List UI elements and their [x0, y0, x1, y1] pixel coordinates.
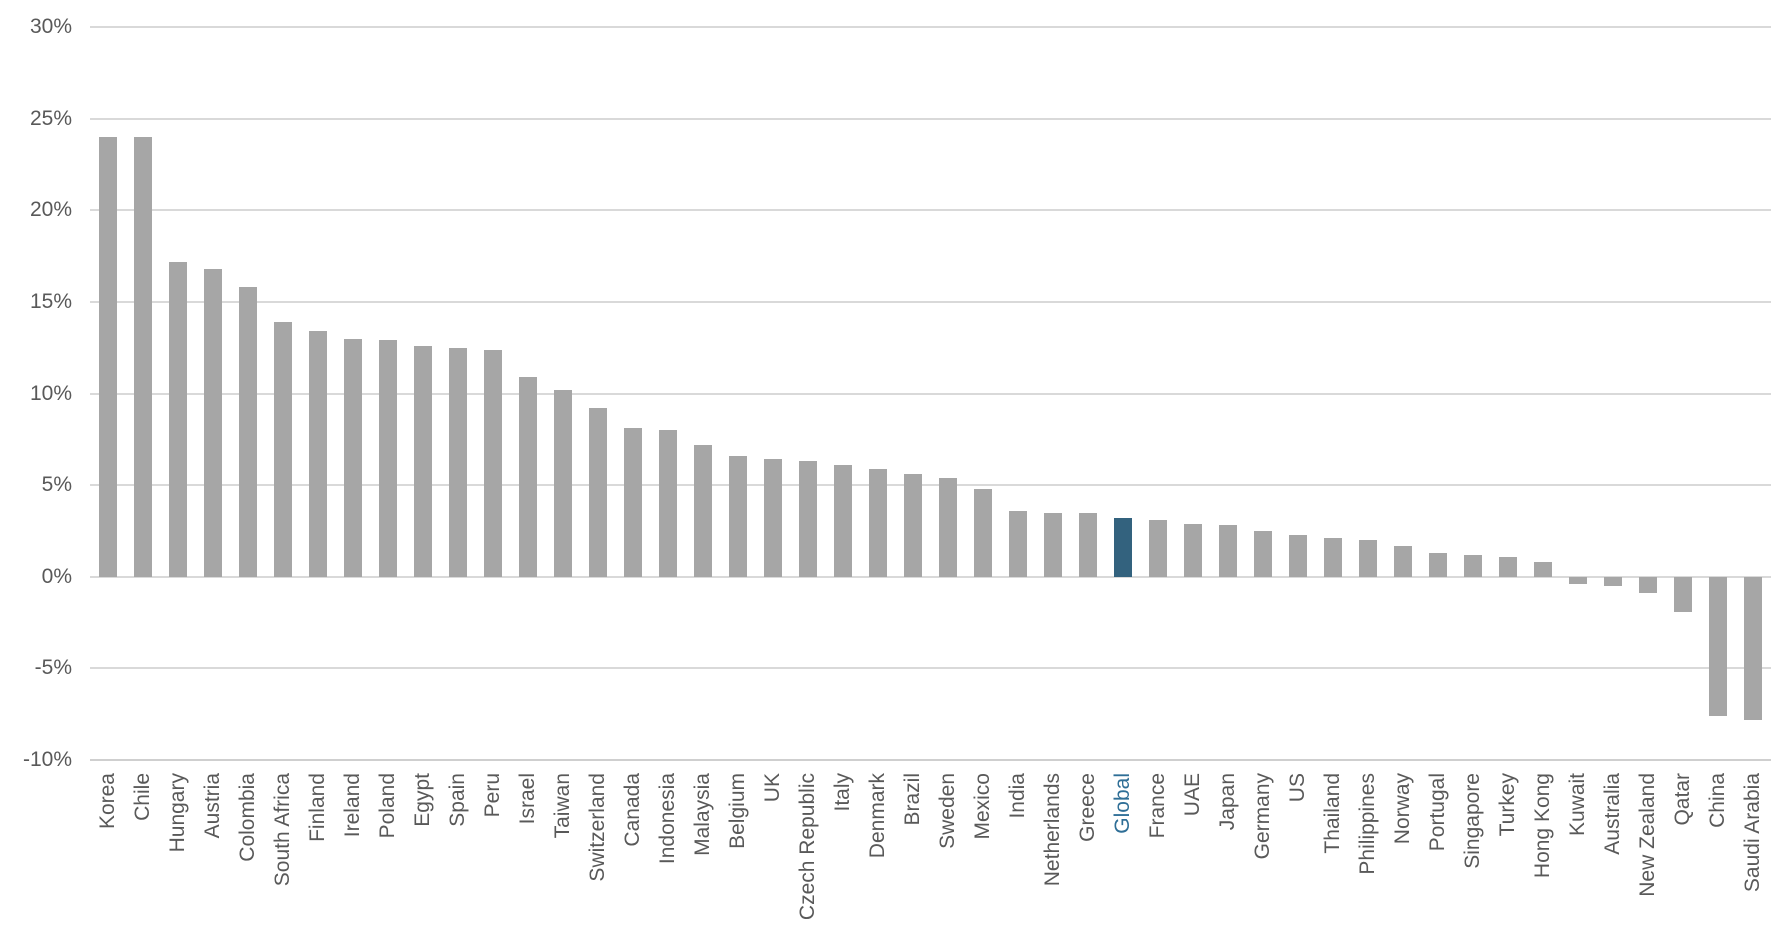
bar	[798, 461, 817, 577]
bar	[483, 349, 502, 577]
bar	[168, 261, 187, 577]
bar	[1324, 538, 1343, 577]
bar	[1604, 576, 1623, 586]
gridline	[90, 667, 1771, 670]
bar	[1464, 554, 1483, 577]
bar	[728, 455, 747, 577]
bar	[1429, 552, 1448, 577]
bar	[1184, 523, 1203, 577]
bar	[1254, 530, 1273, 577]
y-axis-tick-label: 30%	[29, 15, 72, 38]
bar	[413, 345, 432, 577]
bar	[238, 287, 257, 577]
bar	[939, 477, 957, 577]
bar	[518, 377, 537, 577]
bar	[1359, 540, 1378, 577]
bar	[1744, 576, 1763, 720]
bar	[273, 322, 292, 577]
bar	[763, 459, 782, 577]
gridline	[90, 484, 1771, 487]
bar	[553, 389, 572, 577]
bar	[343, 338, 362, 577]
bar	[693, 444, 712, 577]
bar	[1044, 512, 1063, 577]
gridline	[90, 209, 1771, 212]
bar	[623, 428, 642, 577]
bar	[98, 136, 117, 577]
bar	[588, 408, 607, 577]
bar	[658, 430, 677, 577]
x-axis-line	[90, 759, 1771, 761]
y-axis-tick-label: 25%	[29, 106, 72, 130]
y-axis-tick-label: 10%	[29, 381, 72, 405]
bar	[1289, 534, 1308, 577]
bar	[833, 464, 852, 577]
bar	[133, 136, 152, 577]
bar	[1674, 576, 1693, 612]
bar	[1709, 576, 1728, 717]
bar	[1569, 576, 1588, 585]
bar	[974, 488, 993, 577]
bar	[1394, 545, 1413, 577]
y-axis-tick-label: -10%	[22, 748, 72, 771]
bar	[1009, 510, 1028, 577]
bar	[378, 340, 397, 577]
bar	[448, 347, 467, 577]
bar	[203, 268, 222, 577]
bar	[1079, 512, 1098, 577]
gridline	[90, 26, 1771, 28]
bar	[903, 474, 922, 577]
bar	[308, 331, 327, 577]
y-axis-tick-label: 5%	[41, 473, 72, 497]
bar	[1149, 519, 1168, 577]
bar	[868, 468, 887, 577]
gridline	[90, 117, 1771, 120]
bar	[1639, 576, 1658, 594]
y-axis-tick-label: -5%	[34, 656, 72, 680]
y-axis-tick-label: 20%	[29, 198, 72, 222]
bar	[1499, 556, 1518, 577]
bar	[1534, 562, 1553, 577]
bar-global-highlight	[1114, 518, 1133, 577]
gridline	[90, 392, 1771, 395]
y-axis-tick-label: 0%	[41, 564, 72, 588]
gridline	[90, 300, 1771, 303]
gridline	[90, 575, 1771, 578]
bar	[1219, 525, 1238, 577]
y-axis-tick-label: 15%	[29, 289, 72, 313]
